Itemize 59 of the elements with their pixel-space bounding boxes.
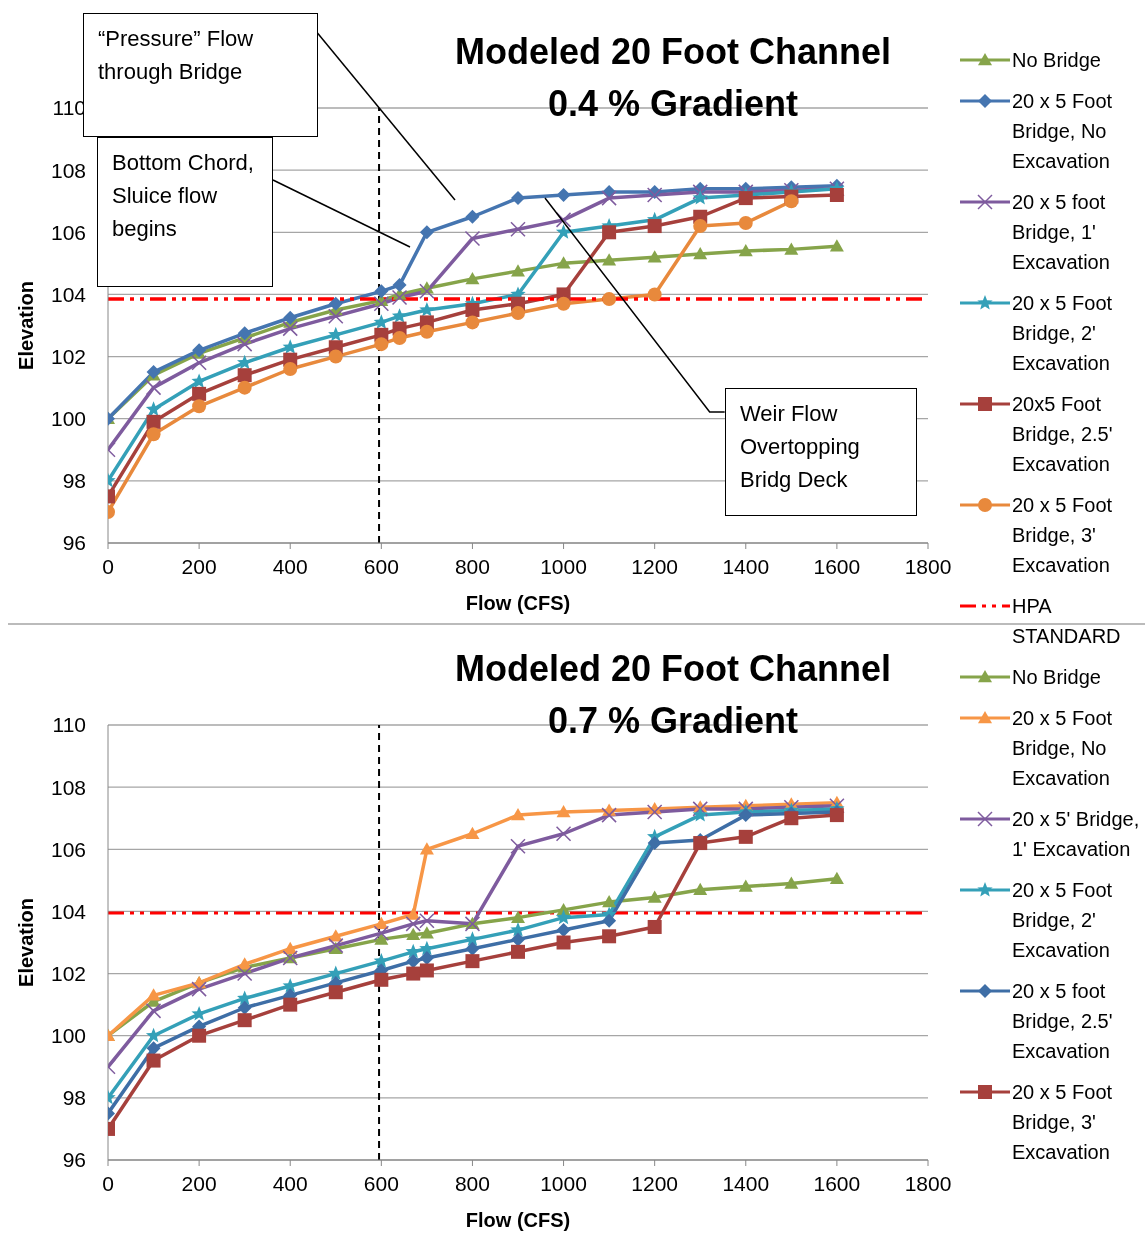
legend-label: No Bridge (1012, 665, 1102, 690)
x-tick-label: 600 (363, 554, 399, 578)
y-axis-title: Elevation (15, 898, 38, 987)
x-tick-label: 400 (272, 1171, 308, 1195)
y-tick-label: 104 (50, 282, 87, 306)
x-tick-label: 200 (181, 1171, 217, 1195)
x-tick-label: 1400 (722, 554, 770, 578)
x-tick-label: 1600 (813, 1171, 861, 1195)
legend-label: 20 x 5 Foot Bridge, 2' Excavation (1012, 878, 1114, 963)
chart-subtitle: 0.4 % Gradient (546, 82, 800, 126)
y-tick-label: 98 (62, 469, 86, 493)
legend-label: 20x5 Foot Bridge, 2.5' Excavation (1012, 392, 1114, 477)
y-tick-label: 104 (50, 899, 87, 923)
x-tick-label: 0 (102, 1171, 114, 1195)
y-tick-label: 100 (50, 1024, 86, 1048)
x-tick-label: 400 (272, 554, 308, 578)
legend-label: 20 x 5 Foot Bridge, 3' Excavation (1012, 493, 1114, 578)
y-axis-title: Elevation (15, 281, 38, 370)
x-tick-label: 800 (454, 1171, 490, 1195)
y-tick-label: 106 (50, 837, 86, 861)
x-tick-label: 1200 (631, 1171, 679, 1195)
legend-label: 20 x 5 foot Bridge, 1' Excavation (1012, 190, 1111, 275)
chart-title: Modeled 20 Foot Channel (454, 30, 892, 74)
x-tick-label: 1000 (540, 1171, 587, 1195)
y-tick-label: 100 (50, 407, 86, 431)
y-tick-label: 98 (62, 1086, 86, 1110)
y-tick-label: 110 (52, 713, 86, 737)
y-tick-label: 106 (50, 220, 86, 244)
chart-subtitle: 0.7 % Gradient (546, 699, 800, 743)
legend-label: 20 x 5' Bridge, 1' Excavation (1012, 807, 1141, 862)
x-axis-title: Flow (CFS) (465, 592, 571, 614)
legend-label: 20 x 5 Foot Bridge, No Excavation (1012, 706, 1114, 791)
y-tick-label: 102 (50, 962, 86, 986)
x-tick-label: 1400 (722, 1171, 770, 1195)
y-tick-label: 108 (50, 158, 86, 182)
callout-box: Bottom Chord, Sluice flow begins (97, 137, 273, 287)
legend-label: No Bridge (1012, 48, 1102, 73)
callout-box: “Pressure” Flow through Bridge (83, 13, 318, 137)
x-tick-label: 1800 (904, 1171, 952, 1195)
x-tick-label: 1200 (631, 554, 679, 578)
legend-label: 20 x 5 foot Bridge, 2.5' Excavation (1012, 979, 1114, 1064)
legend-label: 20 x 5 Foot Bridge, 2' Excavation (1012, 291, 1114, 376)
x-tick-label: 200 (181, 554, 217, 578)
legend-label: 20 x 5 Foot Bridge, 3' Excavation (1012, 1080, 1114, 1165)
x-tick-label: 800 (454, 554, 490, 578)
legend-label: 20 x 5 Foot Bridge, No Excavation (1012, 89, 1114, 174)
x-tick-label: 1000 (540, 554, 587, 578)
y-tick-label: 108 (50, 775, 86, 799)
y-tick-label: 96 (62, 531, 86, 555)
x-axis-title: Flow (CFS) (465, 1209, 571, 1231)
y-tick-label: 96 (62, 1148, 86, 1172)
callout-box: Weir Flow Overtopping Bridg Deck (725, 388, 917, 516)
x-tick-label: 1800 (904, 554, 952, 578)
x-tick-label: 1600 (813, 554, 861, 578)
x-tick-label: 0 (102, 554, 114, 578)
y-tick-label: 102 (50, 345, 86, 369)
chart-title: Modeled 20 Foot Channel (454, 647, 892, 691)
x-tick-label: 600 (363, 1171, 399, 1195)
legend-label: HPA STANDARD (1012, 594, 1122, 649)
